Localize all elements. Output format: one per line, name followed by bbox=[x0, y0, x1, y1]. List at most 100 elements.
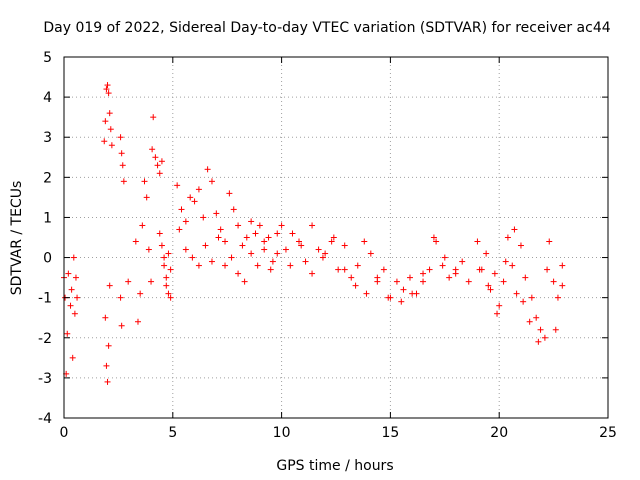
data-point bbox=[118, 322, 125, 329]
data-points bbox=[61, 82, 566, 385]
data-point bbox=[533, 314, 540, 321]
data-point bbox=[215, 234, 222, 241]
data-point bbox=[537, 326, 544, 333]
plot-frame bbox=[63, 56, 609, 419]
x-tick-label: 10 bbox=[273, 425, 291, 441]
data-point bbox=[235, 270, 242, 277]
data-point bbox=[204, 166, 211, 173]
data-point bbox=[191, 198, 198, 205]
data-point bbox=[72, 274, 79, 281]
data-point bbox=[217, 226, 224, 233]
y-tick-label: -1 bbox=[38, 291, 52, 307]
data-point bbox=[248, 250, 255, 257]
data-point bbox=[189, 254, 196, 261]
data-point bbox=[363, 290, 370, 297]
data-point bbox=[374, 274, 381, 281]
data-point bbox=[178, 206, 185, 213]
data-point bbox=[513, 290, 520, 297]
data-point bbox=[167, 266, 174, 273]
data-point bbox=[222, 262, 229, 269]
data-point bbox=[544, 266, 551, 273]
data-point bbox=[367, 250, 374, 257]
data-point bbox=[137, 290, 144, 297]
data-point bbox=[106, 282, 113, 289]
data-point bbox=[559, 282, 566, 289]
data-point bbox=[106, 110, 113, 117]
data-point bbox=[504, 234, 511, 241]
y-tick-label: 1 bbox=[43, 210, 52, 226]
x-tick-label: 25 bbox=[599, 425, 617, 441]
data-point bbox=[154, 162, 161, 169]
data-point bbox=[195, 262, 202, 269]
data-point bbox=[202, 242, 209, 249]
data-point bbox=[446, 274, 453, 281]
data-point bbox=[143, 194, 150, 201]
data-point bbox=[441, 254, 448, 261]
data-point bbox=[74, 294, 81, 301]
data-point bbox=[174, 182, 181, 189]
data-point bbox=[452, 266, 459, 273]
data-point bbox=[241, 278, 248, 285]
y-tick-label: -4 bbox=[38, 411, 52, 427]
data-point bbox=[195, 186, 202, 193]
data-point bbox=[200, 214, 207, 221]
data-point bbox=[528, 294, 535, 301]
data-point bbox=[500, 278, 507, 285]
x-tick-label: 20 bbox=[490, 425, 508, 441]
data-point bbox=[165, 290, 172, 297]
data-point bbox=[120, 178, 127, 185]
data-point bbox=[163, 282, 170, 289]
data-point bbox=[517, 242, 524, 249]
data-point bbox=[319, 254, 326, 261]
data-point bbox=[117, 134, 124, 141]
data-point bbox=[348, 274, 355, 281]
data-point bbox=[282, 246, 289, 253]
data-point bbox=[341, 266, 348, 273]
data-point bbox=[64, 330, 71, 337]
data-point bbox=[439, 262, 446, 269]
data-point bbox=[522, 274, 529, 281]
data-point bbox=[228, 254, 235, 261]
data-point bbox=[158, 242, 165, 249]
data-point bbox=[105, 342, 112, 349]
data-point bbox=[161, 262, 168, 269]
data-point bbox=[117, 294, 124, 301]
data-point bbox=[254, 262, 261, 269]
data-point bbox=[222, 238, 229, 245]
y-tick-label: -2 bbox=[38, 331, 52, 347]
data-point bbox=[541, 334, 548, 341]
data-point bbox=[465, 278, 472, 285]
data-point bbox=[296, 238, 303, 245]
data-point bbox=[252, 230, 259, 237]
data-point bbox=[132, 238, 139, 245]
data-point bbox=[163, 274, 170, 281]
data-point bbox=[104, 378, 111, 385]
data-point bbox=[274, 230, 281, 237]
data-point bbox=[309, 222, 316, 229]
y-tick-label: -3 bbox=[38, 371, 52, 387]
data-point bbox=[459, 258, 466, 265]
data-point bbox=[104, 82, 111, 89]
x-axis-label: GPS time / hours bbox=[276, 458, 393, 474]
y-axis-label: SDTVAR / TECUs bbox=[9, 181, 25, 296]
data-point bbox=[158, 158, 165, 165]
data-point bbox=[239, 242, 246, 249]
data-point bbox=[559, 262, 566, 269]
axis-ticks bbox=[63, 56, 609, 419]
data-point bbox=[167, 294, 174, 301]
data-point bbox=[165, 250, 172, 257]
data-point bbox=[302, 258, 309, 265]
data-point bbox=[125, 278, 132, 285]
data-point bbox=[354, 262, 361, 269]
y-axis-tick-labels: -4 -3 -2 -1 0 1 2 3 4 5 bbox=[38, 50, 52, 427]
data-point bbox=[213, 210, 220, 217]
data-point bbox=[148, 278, 155, 285]
data-point bbox=[265, 234, 272, 241]
data-point bbox=[380, 266, 387, 273]
data-point bbox=[309, 270, 316, 277]
y-tick-label: 2 bbox=[43, 170, 52, 186]
data-point bbox=[322, 250, 329, 257]
data-point bbox=[552, 326, 559, 333]
data-point bbox=[141, 178, 148, 185]
data-point bbox=[118, 150, 125, 157]
